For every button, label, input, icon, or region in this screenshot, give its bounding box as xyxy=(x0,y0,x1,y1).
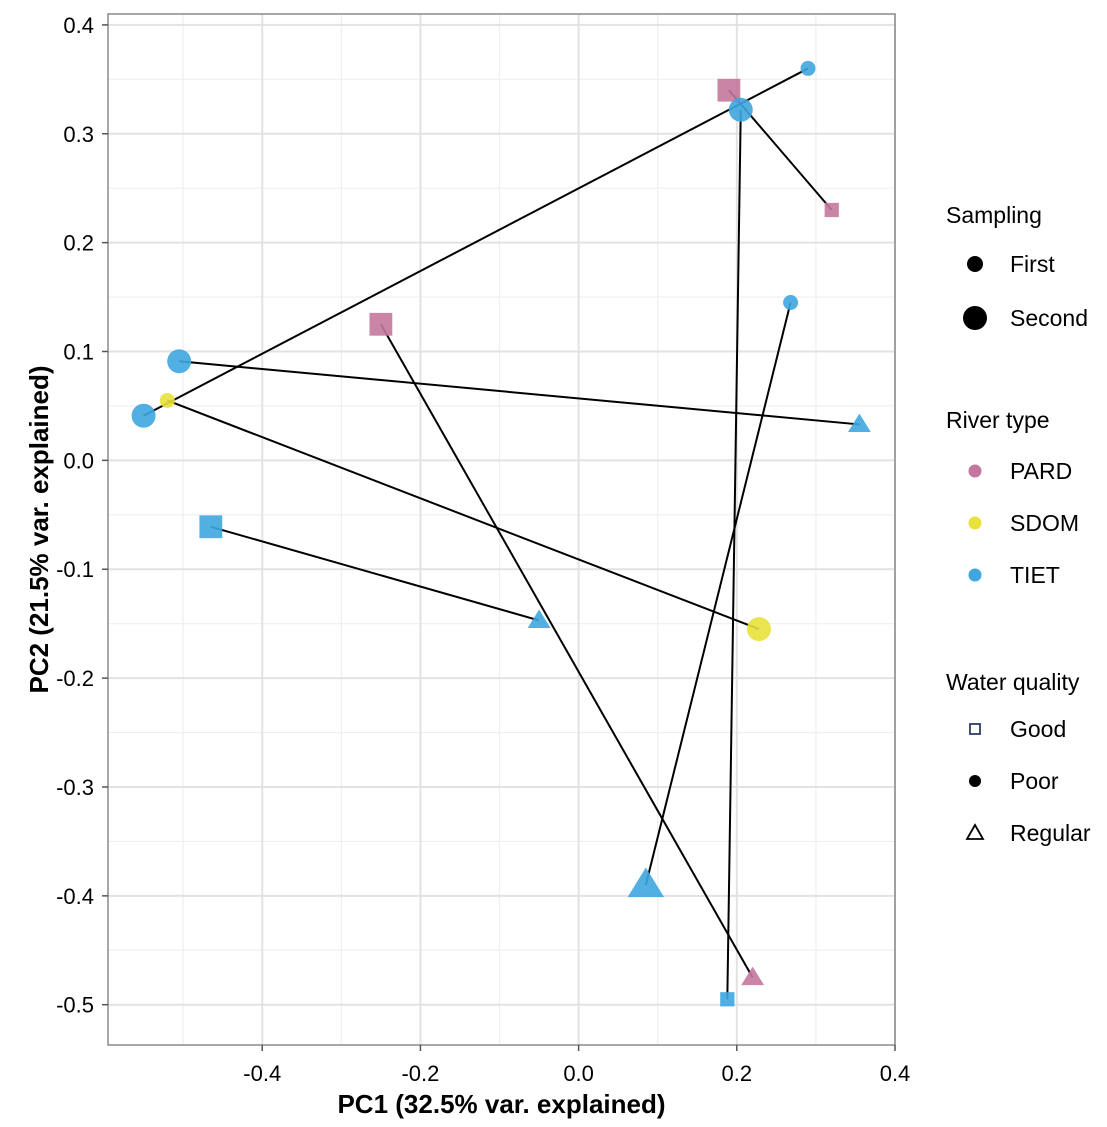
y-tick-label: -0.1 xyxy=(56,557,94,582)
legend-title: Sampling xyxy=(946,202,1042,228)
data-point xyxy=(741,966,765,986)
data-point xyxy=(720,992,735,1007)
legend-key-square xyxy=(969,723,981,735)
data-point xyxy=(159,392,175,408)
y-tick-label: 0.4 xyxy=(63,13,94,38)
data-point xyxy=(783,295,799,311)
legend-key-dot xyxy=(969,775,981,787)
data-point xyxy=(199,515,223,539)
y-tick-label: -0.3 xyxy=(56,775,94,800)
data-point xyxy=(627,867,665,898)
legend-key-size xyxy=(963,306,987,330)
y-axis-ticks: 0.4 0.3 0.2 0.1 0.0 -0.1 -0.2 -0.3 -0.4 -0.5 xyxy=(56,13,108,1018)
legend-key-color xyxy=(968,516,982,530)
legend-key-color xyxy=(968,568,982,582)
x-tick-label: -0.2 xyxy=(401,1061,439,1086)
data-points xyxy=(131,60,871,1007)
connection-line xyxy=(726,109,742,1000)
legend-label: Regular xyxy=(1010,820,1091,846)
x-tick-label: 0.0 xyxy=(563,1061,594,1086)
data-point xyxy=(847,413,871,433)
legend-label: Good xyxy=(1010,716,1066,742)
x-tick-label: -0.4 xyxy=(243,1061,281,1086)
connection-line xyxy=(380,323,754,978)
data-point xyxy=(800,60,816,76)
connection-line xyxy=(143,67,809,417)
data-point xyxy=(131,403,156,428)
data-point xyxy=(824,202,839,218)
legend-key-color xyxy=(968,464,982,478)
x-axis-title: PC1 (32.5% var. explained) xyxy=(337,1089,665,1119)
legend-title: Water quality xyxy=(946,669,1080,695)
data-point xyxy=(527,609,551,629)
y-axis-title: PC2 (21.5% var. explained) xyxy=(24,365,54,693)
y-tick-label: 0.1 xyxy=(63,339,94,364)
legend-label: SDOM xyxy=(1010,510,1079,536)
legend-key-triangle xyxy=(965,823,985,840)
data-point xyxy=(369,312,393,336)
y-tick-label: 0.2 xyxy=(63,231,94,256)
data-point xyxy=(167,349,192,374)
legend-label: Second xyxy=(1010,305,1088,331)
legend: Sampling First Second River type PARD SDOM TIE… xyxy=(946,202,1091,846)
connection-lines xyxy=(143,67,860,1000)
data-point xyxy=(728,97,753,122)
connection-line xyxy=(166,399,760,631)
x-tick-label: 0.2 xyxy=(722,1061,753,1086)
x-tick-label: 0.4 xyxy=(880,1061,911,1086)
connection-line xyxy=(179,360,860,426)
connection-line xyxy=(210,525,540,622)
grid-lines xyxy=(108,14,896,1045)
data-point xyxy=(746,617,771,642)
legend-label: PARD xyxy=(1010,458,1072,484)
legend-label: First xyxy=(1010,251,1055,277)
y-tick-label: 0.3 xyxy=(63,122,94,147)
y-tick-label: 0.0 xyxy=(63,448,94,473)
legend-title: River type xyxy=(946,407,1050,433)
legend-key-size xyxy=(967,256,983,272)
connection-line xyxy=(644,302,792,886)
y-tick-label: -0.5 xyxy=(56,993,94,1018)
y-tick-label: -0.2 xyxy=(56,666,94,691)
x-axis-ticks: -0.4 -0.2 0.0 0.2 0.4 xyxy=(243,1045,910,1086)
data-point xyxy=(717,78,741,102)
legend-label: TIET xyxy=(1010,562,1060,588)
legend-label: Poor xyxy=(1010,768,1059,794)
panel-border xyxy=(107,13,896,1046)
y-tick-label: -0.4 xyxy=(56,884,94,909)
